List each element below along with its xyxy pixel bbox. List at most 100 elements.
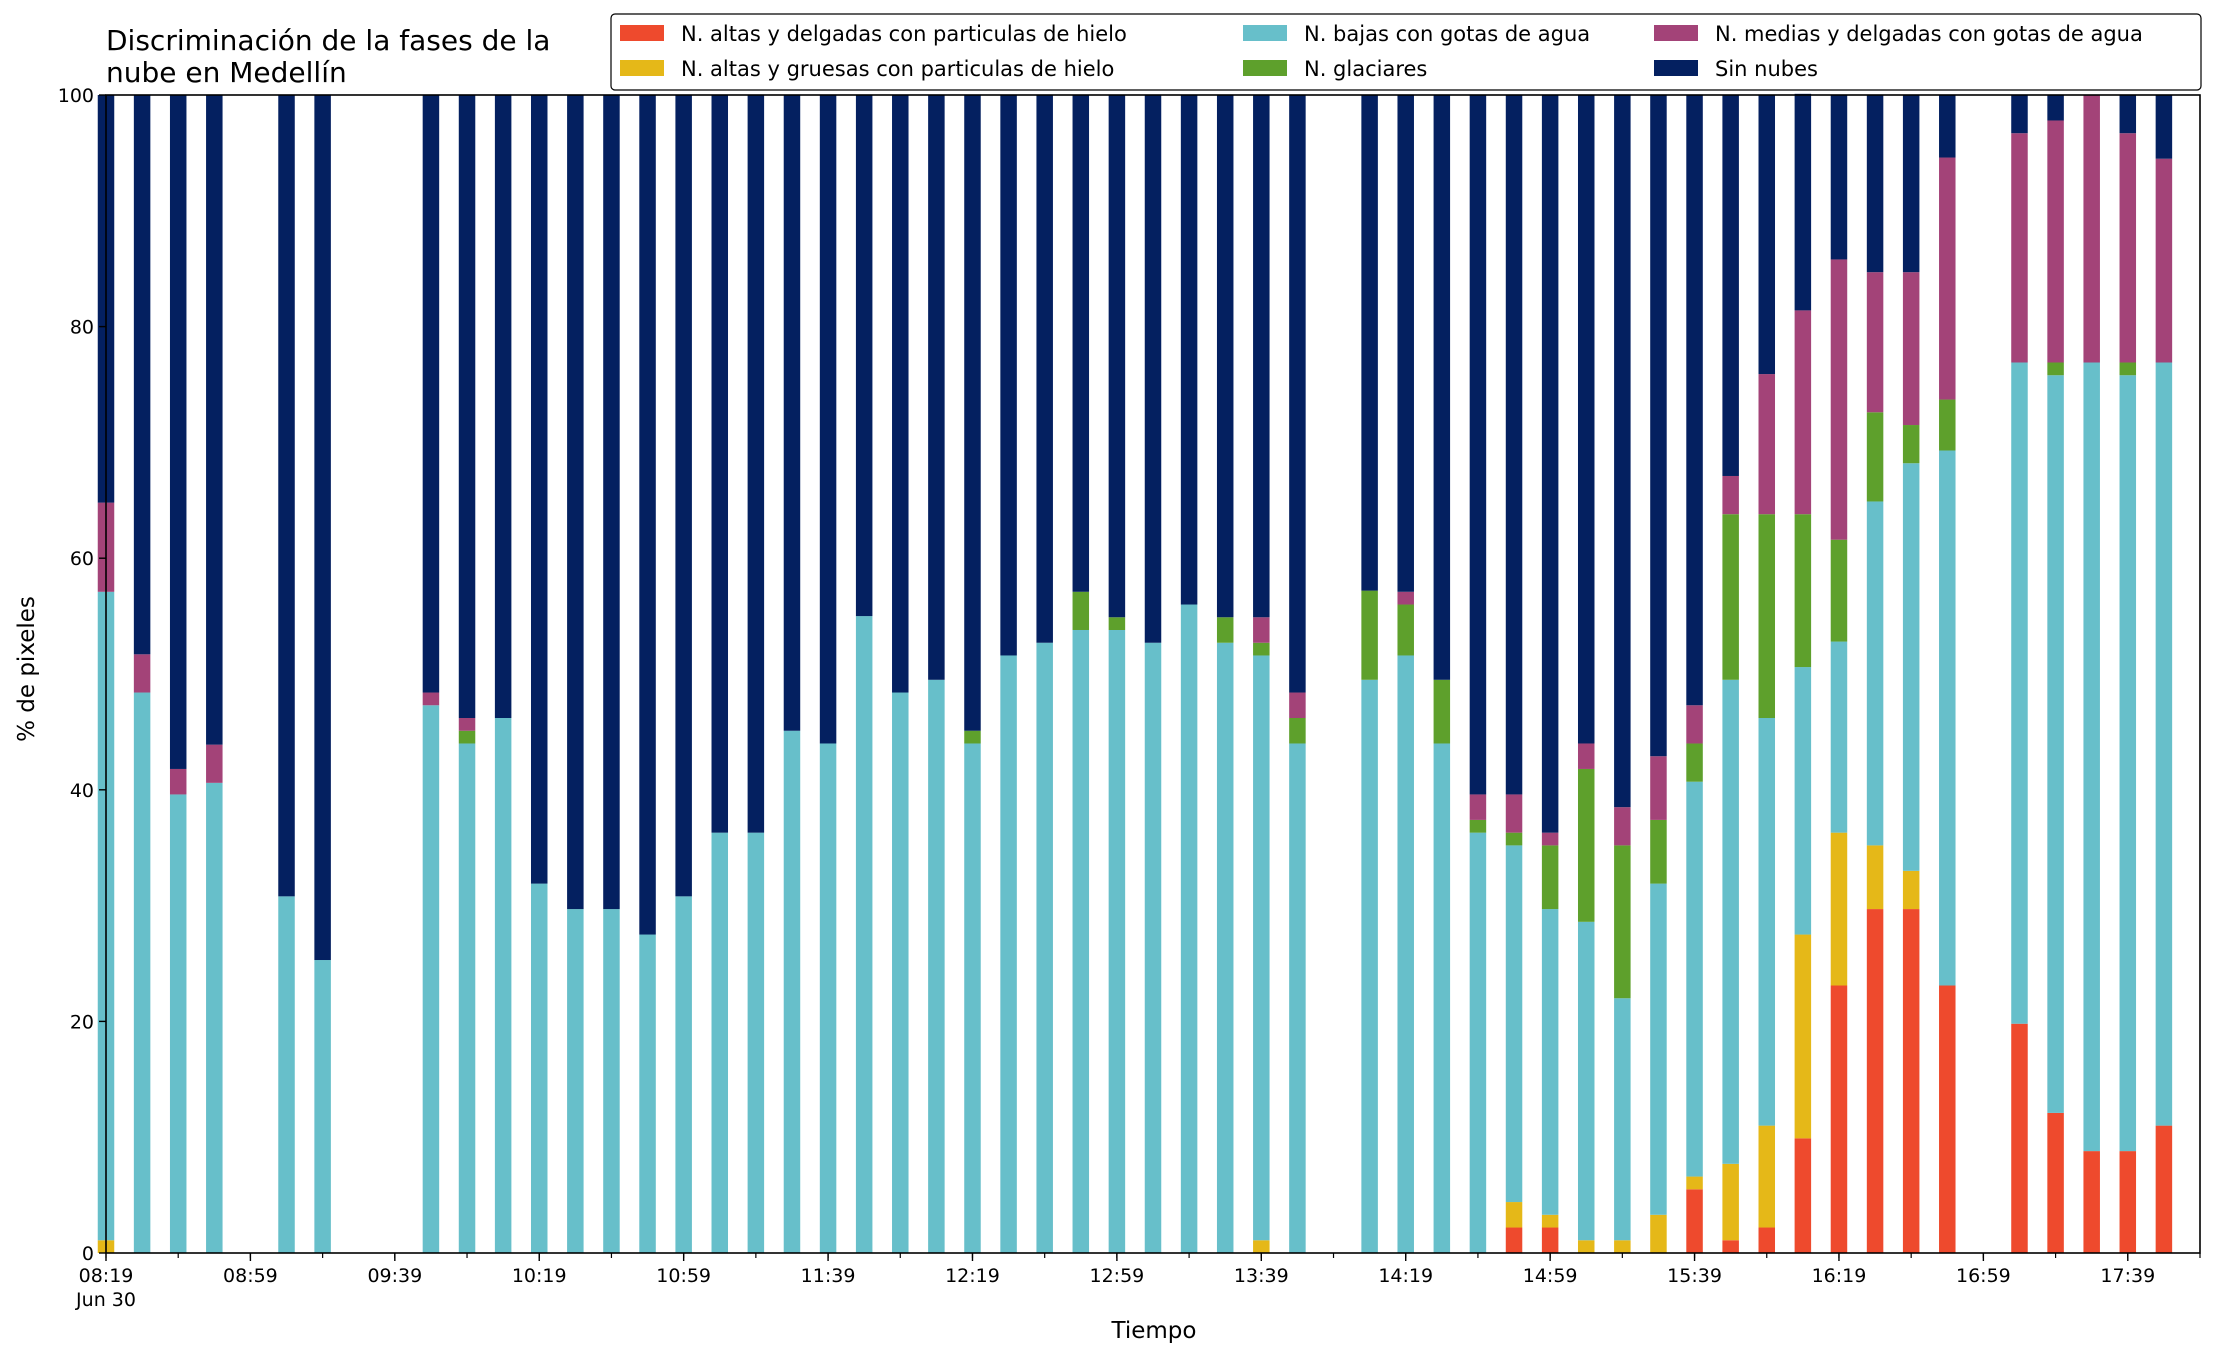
bar-segment-0-1539 [1686,1189,1703,1253]
bar-segment-2-1629 [1866,501,1884,846]
bar-segment-5-1629 [1866,95,1884,273]
bar-segment-4-1609 [1794,310,1812,515]
bar-segment-2-1149 [855,616,873,1253]
bar-segment-5-1709 [2011,95,2028,134]
bar-segment-4-0839 [169,768,187,795]
bar-segment-5-1139 [819,95,837,744]
bar-segment-5-1449 [1505,95,1523,795]
bar-segment-1-1539 [1686,1176,1703,1190]
bars-layer [97,93,2173,1253]
x-tick-label-0859: 08:59 [223,1265,278,1287]
bar-segment-4-1519 [1614,807,1631,846]
bar-segment-4-1459 [1541,832,1559,846]
bar-segment-5-1419 [1397,95,1414,592]
y-tick-label-40: 40 [70,780,94,802]
bar-segment-5-1019 [530,95,548,884]
bar-segment-4-0949 [422,692,440,706]
bar-segment-5-1559 [1758,95,1776,375]
bar-segment-4-1619 [1830,259,1848,540]
bar-segment-4-1559 [1758,374,1776,515]
y-tick-label-100: 100 [58,85,94,107]
bar-segment-5-1719 [2047,95,2064,121]
bar-segment-3-1249 [1072,591,1090,630]
bar-segment-5-1539 [1686,95,1703,706]
bar-segment-2-1129 [783,730,801,1253]
bar-segment-5-1119 [747,95,765,833]
bar-segment-2-0959 [458,743,476,1253]
bar-segment-4-1349 [1289,692,1306,719]
bar-segment-5-1509 [1577,95,1595,744]
bar-segment-0-1719 [2047,1112,2064,1253]
bar-segment-2-1029 [567,909,584,1253]
bar-segment-3-1509 [1577,768,1595,922]
x-tick-label-1019: 10:19 [512,1265,567,1287]
bar-segment-2-1139 [819,743,837,1253]
bar-segment-3-1719 [2047,362,2064,376]
legend-label-2: N. bajas con gotas de agua [1304,22,1590,46]
legend-label-5: Sin nubes [1715,57,1818,81]
bar-segment-4-1539 [1686,705,1703,744]
x-tick-label-1659: 16:59 [1956,1265,2011,1287]
bar-segment-2-1709 [2011,362,2028,1024]
bar-segment-2-1259 [1108,630,1126,1253]
bar-segment-5-1049 [639,95,656,935]
y-tick-label-80: 80 [70,317,94,339]
bar-segment-3-1409 [1361,590,1378,680]
bar-segment-5-0959 [458,95,476,718]
bar-segment-1-1619 [1830,832,1848,986]
bar-segment-1-1559 [1758,1125,1776,1228]
bar-segment-5-1339 [1253,95,1270,618]
y-tick-label-20: 20 [70,1011,94,1033]
bar-segment-2-1209 [928,679,945,1253]
bar-segment-5-0849 [206,95,223,745]
bar-segment-0-1459 [1541,1227,1559,1253]
bar-segment-2-1019 [530,883,548,1253]
x-tick-label-1059: 10:59 [656,1265,711,1287]
bar-segment-5-1229 [1000,95,1017,656]
bar-segment-3-1419 [1397,604,1414,656]
bar-segment-2-1429 [1433,743,1451,1253]
bar-segment-2-0949 [422,705,440,1253]
bar-segment-5-0909 [278,95,295,897]
bar-segment-2-1509 [1577,921,1595,1241]
bar-segment-2-1559 [1758,718,1776,1126]
legend-label-1: N. altas y gruesas con particulas de hie… [681,57,1114,81]
bar-segment-2-1539 [1686,781,1703,1177]
bar-segment-1-1609 [1794,934,1812,1139]
bar-segment-0-1619 [1830,985,1848,1253]
bar-segment-2-1609 [1794,667,1812,935]
bar-segment-5-1649 [1939,95,1956,158]
bar-segment-3-1429 [1433,679,1451,744]
bar-segment-5-1409 [1361,95,1378,591]
bar-segment-2-1719 [2047,375,2064,1113]
bar-segment-3-0959 [458,730,476,744]
bar-segment-3-1439 [1469,819,1487,833]
chart-title-line-1: Discriminación de la fases de la [106,24,550,57]
x-tick-label-1459: 14:59 [1523,1265,1578,1287]
x-tick-label-1219: 12:19 [945,1265,1000,1287]
bar-segment-2-1109 [711,832,729,1253]
bar-segment-2-0839 [169,794,187,1253]
bar-segment-1-1519 [1614,1240,1631,1253]
bar-segment-4-1719 [2047,120,2064,363]
bar-segment-5-1429 [1433,95,1451,680]
legend-swatch-5 [1654,60,1698,76]
x-axis-label: Tiempo [1111,1318,1197,1344]
bar-segment-0-1549 [1722,1240,1739,1253]
bar-segment-3-1259 [1108,617,1126,630]
bar-segment-2-1249 [1072,630,1090,1253]
bar-segment-3-1629 [1866,412,1884,502]
bar-segment-2-1549 [1722,679,1739,1164]
bar-segment-2-1529 [1650,883,1667,1215]
bar-segment-3-1549 [1722,514,1739,680]
bar-segment-0-1629 [1866,909,1884,1253]
bar-segment-3-1529 [1650,819,1667,884]
bar-segment-5-1619 [1830,95,1848,260]
bar-segment-4-1709 [2011,133,2028,363]
bar-segment-2-1459 [1541,909,1559,1215]
bar-segment-2-1159 [892,692,909,1253]
bar-segment-2-1619 [1830,641,1848,833]
bar-segment-2-1639 [1902,463,1920,871]
